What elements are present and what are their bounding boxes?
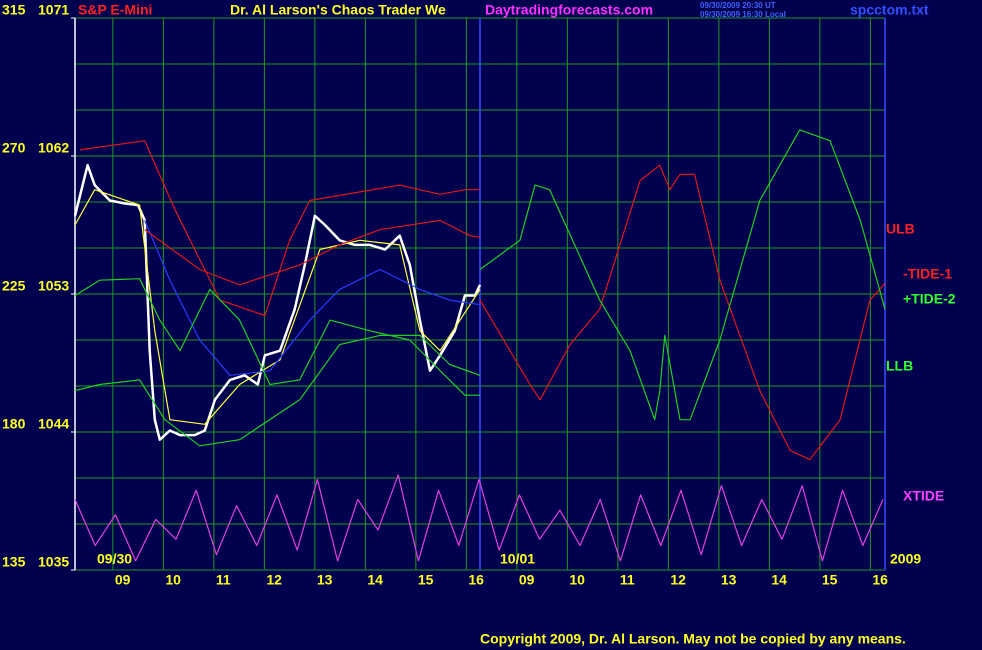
y2-tick-label: 270: [2, 140, 26, 156]
series-line: [479, 164, 886, 461]
filename: spcctom.txt: [850, 2, 929, 18]
series-line: [74, 278, 480, 396]
chart-title: Dr. Al Larson's Chaos Trader We: [230, 2, 446, 18]
x-tick-label: 12: [266, 572, 282, 588]
series-lines: [73, 129, 886, 562]
legend-label: XTIDE: [903, 488, 944, 504]
x-tick-label: 09: [115, 572, 131, 588]
x-tick-label: 16: [872, 572, 888, 588]
series-line: [144, 220, 481, 376]
legend-label: LLB: [886, 358, 913, 374]
x-tick-label: 15: [418, 572, 434, 588]
x-tick-label: 14: [367, 572, 383, 588]
x-tick-label: 15: [822, 572, 838, 588]
y-tick-label: 1062: [38, 140, 69, 156]
y-tick-label: 1044: [38, 416, 69, 432]
date-label: 2009: [890, 551, 921, 567]
y-tick-label: 1053: [38, 278, 69, 294]
x-tick-label: 10: [165, 572, 181, 588]
x-tick-label: 13: [721, 572, 737, 588]
series-line: [479, 129, 886, 421]
x-tick-label: 09: [519, 572, 535, 588]
x-tick-label: 12: [670, 572, 686, 588]
legend-label: +TIDE-2: [903, 291, 956, 307]
x-tick-label: 11: [216, 572, 231, 588]
series-line: [79, 140, 480, 317]
date-label: 09/30: [97, 551, 132, 567]
series-line: [74, 474, 884, 562]
instrument: S&P E-Mini: [78, 2, 152, 18]
x-tick-label: 14: [771, 572, 787, 588]
y2-tick-label: 180: [2, 416, 26, 432]
timestamp: 09/30/2009 16:30 Local: [700, 10, 786, 19]
legend-label: ULB: [886, 221, 915, 237]
y2-tick-label: 225: [2, 278, 26, 294]
y2-tick-label: 315: [2, 2, 26, 18]
series-line: [74, 334, 481, 447]
y-tick-label: 1071: [38, 2, 69, 18]
x-tick-label: 16: [468, 572, 484, 588]
x-tick-label: 10: [569, 572, 585, 588]
copyright: Copyright 2009, Dr. Al Larson. May not b…: [480, 631, 906, 647]
website: Daytradingforecasts.com: [485, 2, 653, 18]
timestamp: 09/30/2009 20:30 UT: [700, 1, 776, 10]
date-label: 10/01: [500, 551, 535, 567]
x-tick-label: 11: [620, 572, 635, 588]
y2-tick-label: 135: [2, 554, 26, 570]
y-tick-label: 1035: [38, 554, 69, 570]
legend-label: -TIDE-1: [903, 266, 952, 282]
x-tick-label: 13: [317, 572, 333, 588]
series-line: [144, 219, 481, 286]
